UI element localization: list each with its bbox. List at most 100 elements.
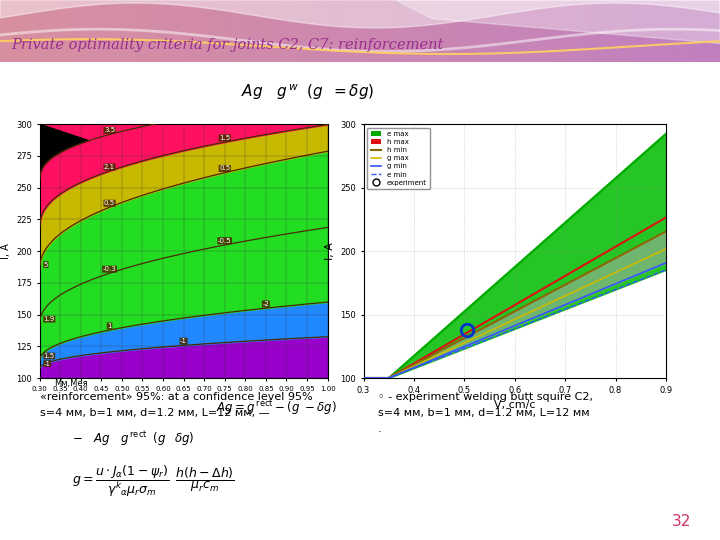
Bar xyxy=(202,0,209,62)
g min xyxy=(479,335,487,342)
g max xyxy=(579,284,588,291)
Line: e max: e max xyxy=(364,134,666,378)
Text: $Ag = g^{\,\text{rect}} - \left(g \; -\delta g\right)$: $Ag = g^{\,\text{rect}} - \left(g \; -\d… xyxy=(216,399,337,417)
Bar xyxy=(58,0,65,62)
Bar xyxy=(302,0,310,62)
Bar xyxy=(655,0,662,62)
Bar xyxy=(382,0,389,62)
Bar xyxy=(317,0,324,62)
Bar xyxy=(22,0,29,62)
e max xyxy=(579,203,588,210)
Bar xyxy=(468,0,475,62)
e max xyxy=(479,292,487,298)
Bar xyxy=(115,0,122,62)
Bar xyxy=(360,0,367,62)
Bar xyxy=(43,0,50,62)
Bar xyxy=(454,0,461,62)
Bar xyxy=(187,0,194,62)
Bar xyxy=(274,0,281,62)
h min xyxy=(396,369,405,375)
h max xyxy=(479,320,487,327)
Bar xyxy=(223,0,230,62)
Text: 0.5: 0.5 xyxy=(219,165,230,172)
e min xyxy=(479,338,487,345)
Bar xyxy=(166,0,173,62)
e min xyxy=(577,299,586,306)
g min xyxy=(396,370,405,376)
Bar xyxy=(137,0,144,62)
h max xyxy=(359,375,368,381)
Bar xyxy=(432,0,439,62)
g min xyxy=(458,345,467,351)
Line: g max: g max xyxy=(364,249,666,378)
h max xyxy=(396,368,405,375)
h min xyxy=(579,272,588,278)
Text: s=4 мм, b=1 мм, d=1.2 мм, L=12 мм, —: s=4 мм, b=1 мм, d=1.2 мм, L=12 мм, — xyxy=(40,408,269,418)
Bar xyxy=(540,0,547,62)
Bar xyxy=(122,0,130,62)
Text: 5: 5 xyxy=(44,261,48,268)
h min xyxy=(662,228,670,235)
e max xyxy=(662,131,670,137)
Bar xyxy=(346,0,353,62)
Bar xyxy=(266,0,274,62)
Text: «reinforcement» 95%: at a confidence level 95%: «reinforcement» 95%: at a confidence lev… xyxy=(40,392,312,402)
Bar xyxy=(50,0,58,62)
e min xyxy=(662,267,670,273)
Bar xyxy=(439,0,446,62)
Bar xyxy=(216,0,223,62)
Bar xyxy=(598,0,605,62)
Bar xyxy=(130,0,137,62)
Bar xyxy=(94,0,101,62)
Bar xyxy=(590,0,598,62)
Text: 32: 32 xyxy=(672,514,691,529)
g max xyxy=(662,246,670,252)
Bar xyxy=(259,0,266,62)
Text: -0.3: -0.3 xyxy=(103,266,117,272)
Line: g min: g min xyxy=(364,263,666,378)
Text: -1: -1 xyxy=(180,338,187,344)
Bar xyxy=(634,0,641,62)
g min xyxy=(549,306,558,313)
Bar xyxy=(353,0,360,62)
Bar xyxy=(698,0,706,62)
Bar xyxy=(562,0,569,62)
h min xyxy=(549,287,558,294)
Text: $Ag \quad g^{\,w} \;\; \left(g \;\; =\delta g\right)$: $Ag \quad g^{\,w} \;\; \left(g \;\; =\de… xyxy=(241,82,375,102)
g min xyxy=(579,294,588,300)
Bar xyxy=(554,0,562,62)
Bar xyxy=(389,0,396,62)
Text: Private optimality criteria for joints C2, C7: reinforcement: Private optimality criteria for joints C… xyxy=(11,38,444,52)
Bar xyxy=(29,0,36,62)
Bar xyxy=(706,0,713,62)
Line: e min: e min xyxy=(364,270,666,378)
Bar xyxy=(14,0,22,62)
Bar xyxy=(511,0,518,62)
Bar xyxy=(490,0,497,62)
Bar xyxy=(86,0,94,62)
g max xyxy=(479,330,487,337)
Bar xyxy=(497,0,504,62)
X-axis label: V, cm/c: V, cm/c xyxy=(494,400,536,410)
h max xyxy=(577,263,586,269)
Bar xyxy=(72,0,79,62)
Bar xyxy=(547,0,554,62)
Bar xyxy=(626,0,634,62)
Text: 1.9: 1.9 xyxy=(44,316,55,322)
Bar xyxy=(7,0,14,62)
Bar xyxy=(403,0,410,62)
Bar xyxy=(36,0,43,62)
Bar xyxy=(425,0,432,62)
e min xyxy=(579,299,588,305)
e min xyxy=(396,370,405,377)
g max xyxy=(396,369,405,376)
Bar xyxy=(230,0,238,62)
Bar xyxy=(158,0,166,62)
Bar xyxy=(641,0,648,62)
Bar xyxy=(281,0,288,62)
h min xyxy=(458,336,467,342)
h max xyxy=(662,214,670,221)
e min xyxy=(359,375,368,381)
Y-axis label: I, A: I, A xyxy=(325,242,335,260)
Text: 1.5: 1.5 xyxy=(44,353,55,359)
